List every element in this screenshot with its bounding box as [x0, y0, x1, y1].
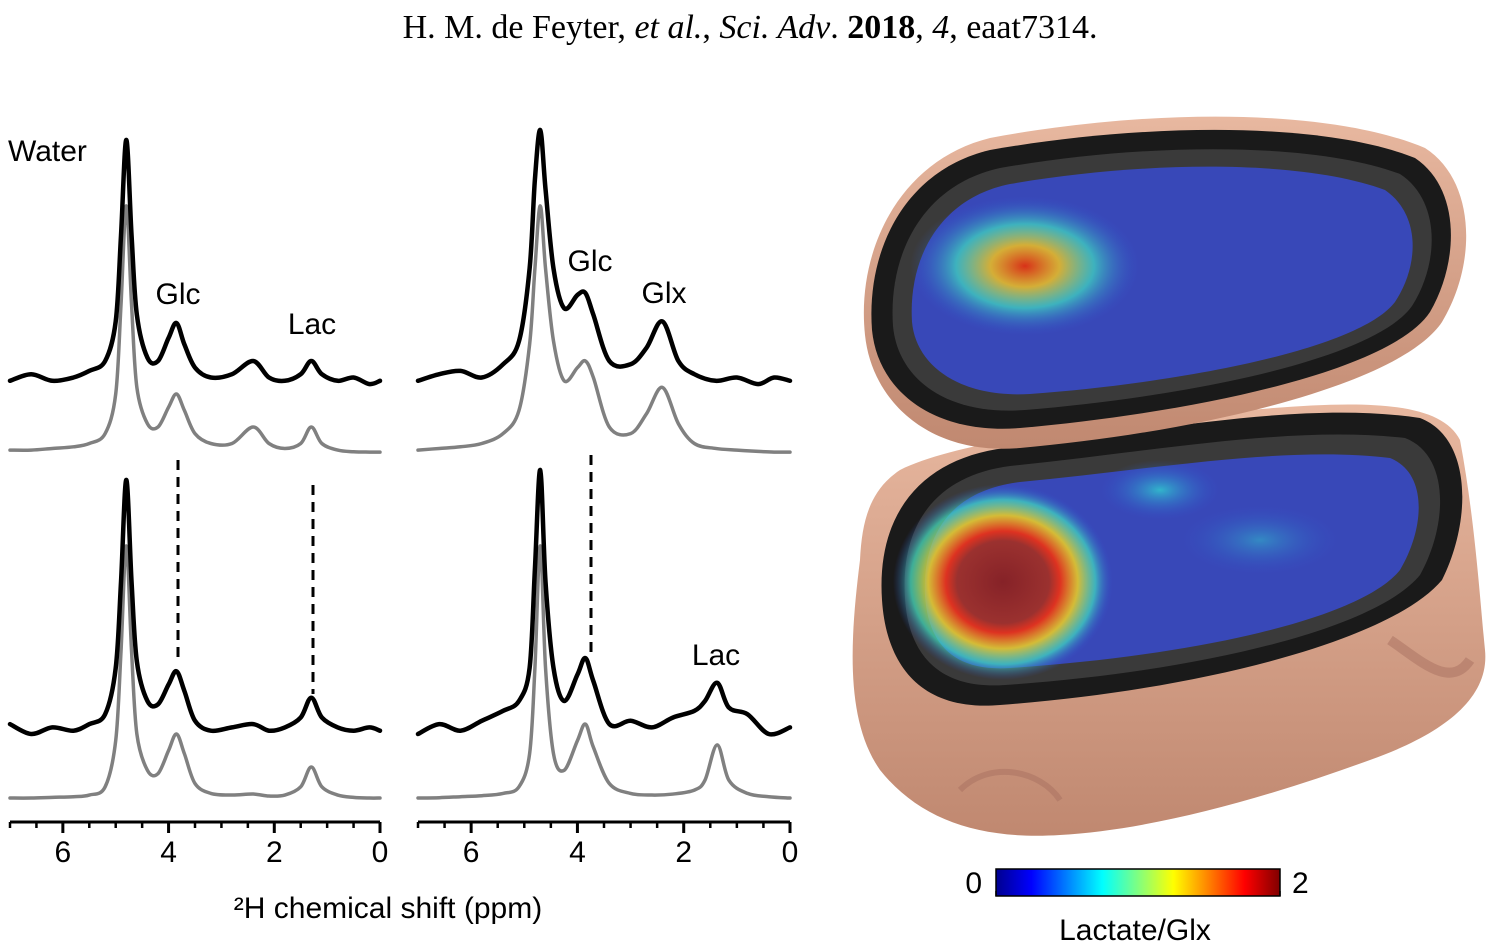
peak-label: Glc	[568, 245, 613, 278]
hot-spot	[910, 196, 1140, 336]
hot-spot	[1180, 505, 1340, 575]
brain-rendering	[852, 116, 1486, 836]
spectrum-line	[7, 137, 383, 387]
x-tick-label: 0	[782, 836, 799, 869]
guide-lines	[176, 455, 593, 694]
peak-label: Lac	[288, 308, 336, 341]
x-tick-label: 0	[372, 836, 389, 869]
spectrum-line	[8, 544, 382, 800]
citation-part: 4	[932, 9, 949, 46]
spectrum-line	[416, 544, 792, 800]
x-tick-label: 4	[160, 836, 177, 869]
citation-part: et al.	[634, 9, 702, 46]
spectrum-line	[7, 477, 383, 737]
citation-part: ,	[915, 9, 932, 46]
hot-spot	[1100, 460, 1220, 520]
citation: H. M. de Feyter, et al., Sci. Adv. 2018,…	[403, 9, 1098, 46]
spectrum-line	[8, 204, 382, 454]
spectrum-line	[416, 204, 792, 454]
x-tick-label: 2	[266, 836, 283, 869]
citation-part: Sci. Adv	[719, 9, 831, 46]
spectrum-line	[415, 127, 793, 387]
colorbar-tick-label: 2	[1292, 867, 1309, 900]
citation-part: ,	[702, 9, 719, 46]
peak-label: Water	[8, 135, 87, 168]
colorbar-tick-label: 0	[965, 867, 982, 900]
citation-part: 2018	[847, 9, 915, 46]
x-axis-label: ²H chemical shift (ppm)	[234, 892, 542, 925]
x-tick-label: 2	[675, 836, 692, 869]
x-tick-label: 6	[463, 836, 480, 869]
peak-label: Glc	[156, 278, 201, 311]
citation-part: .	[830, 9, 847, 46]
peak-label: Glx	[642, 277, 687, 310]
x-tick-label: 6	[55, 836, 72, 869]
colorbar-label: Lactate/Glx	[1059, 914, 1211, 947]
x-tick-label: 4	[569, 836, 586, 869]
peak-label: Lac	[692, 639, 740, 672]
citation-part: H. M. de Feyter,	[403, 9, 635, 46]
colorbar: Lactate/Glx 0 2	[965, 867, 1308, 947]
skin-shade	[957, 768, 1063, 802]
citation-part: , eaat7314.	[949, 9, 1097, 46]
colorbar-scale	[995, 868, 1281, 897]
spectrum-line	[415, 467, 793, 737]
hot-spot	[893, 484, 1113, 680]
skin-shade	[1387, 635, 1475, 678]
